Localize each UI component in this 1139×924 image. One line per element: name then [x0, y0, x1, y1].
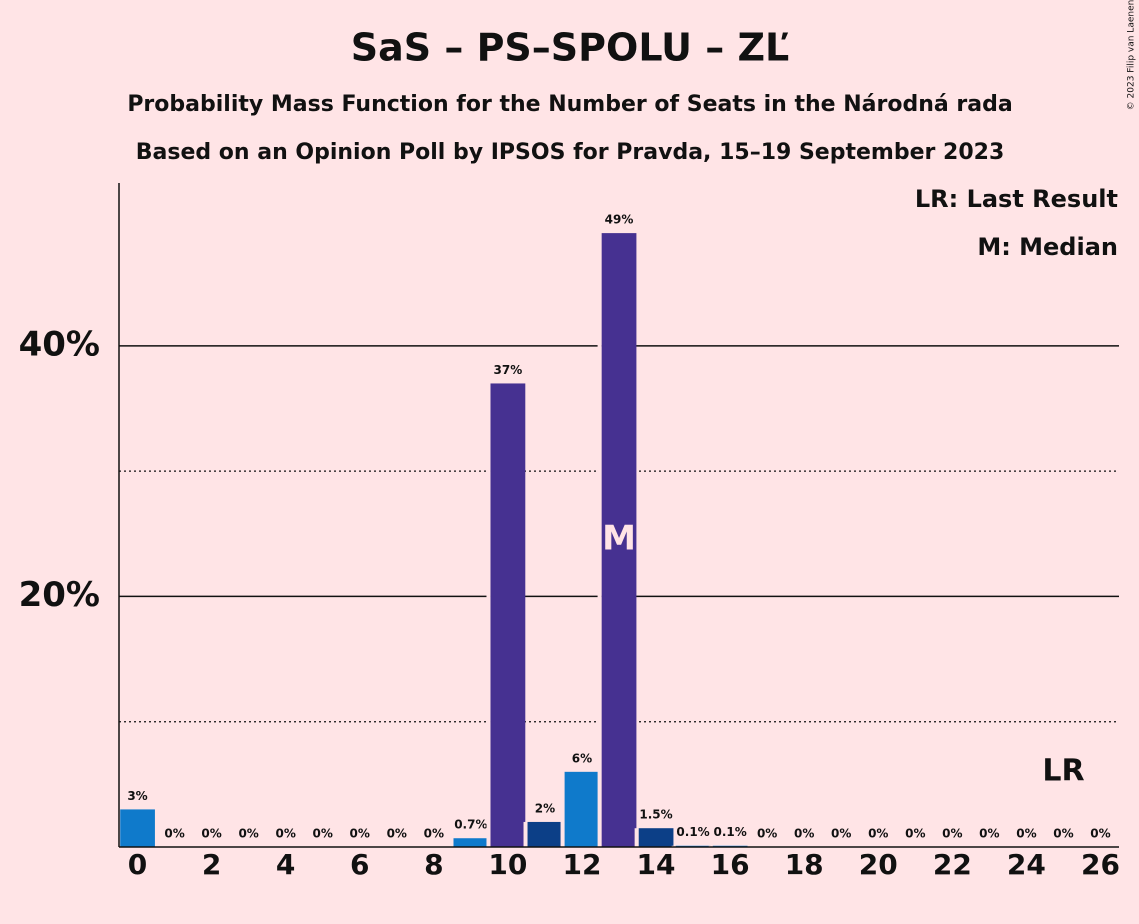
x-tick-label: 14: [637, 848, 676, 881]
y-tick-label: 20%: [19, 575, 100, 615]
data-label: 37%: [494, 363, 523, 377]
data-label: 0%: [868, 827, 888, 841]
data-label: 49%: [605, 213, 634, 227]
y-tick-label: 40%: [19, 324, 100, 364]
data-label: 0%: [1016, 827, 1036, 841]
data-label: 0%: [979, 827, 999, 841]
data-label: 0%: [794, 827, 814, 841]
x-tick-label: 2: [202, 848, 221, 881]
x-tick-label: 0: [128, 848, 147, 881]
x-tick-label: 4: [276, 848, 295, 881]
data-label: 3%: [127, 789, 147, 803]
bar: [490, 383, 526, 847]
x-tick-label: 22: [933, 848, 972, 881]
data-label: 0%: [424, 827, 444, 841]
data-label: 2%: [535, 801, 555, 815]
subtitle: Based on an Opinion Poll by IPSOS for Pr…: [136, 140, 1005, 165]
data-label: 0%: [1053, 827, 1073, 841]
data-label: 0.1%: [676, 825, 709, 839]
data-label: 6%: [572, 751, 592, 765]
median-marker: M: [602, 519, 636, 559]
data-label: 0%: [350, 827, 370, 841]
x-tick-label: 8: [424, 848, 443, 881]
bar: [453, 838, 489, 847]
data-label: 0%: [387, 827, 407, 841]
bar: [564, 771, 600, 847]
data-label: 0.7%: [454, 818, 487, 832]
bar: [120, 809, 155, 847]
data-label: 0%: [275, 827, 295, 841]
data-label: 0%: [831, 827, 851, 841]
bar: [638, 828, 674, 847]
legend-entry: M: Median: [977, 233, 1118, 261]
data-label: 0%: [1090, 827, 1110, 841]
data-label: 0%: [942, 827, 962, 841]
legend-entry: LR: Last Result: [915, 185, 1118, 213]
x-tick-label: 10: [488, 848, 527, 881]
bar: [527, 821, 563, 847]
copyright: © 2023 Filip van Laenen: [1127, 0, 1137, 110]
x-tick-label: 26: [1081, 848, 1120, 881]
bar: [601, 233, 637, 847]
last-result-marker: LR: [1042, 754, 1084, 789]
x-tick-label: 18: [785, 848, 824, 881]
x-tick-label: 16: [711, 848, 750, 881]
data-label: 0%: [238, 827, 258, 841]
x-tick-label: 20: [859, 848, 898, 881]
subtitle: Probability Mass Function for the Number…: [127, 92, 1012, 117]
data-label: 0.1%: [713, 825, 746, 839]
data-label: 0%: [313, 827, 333, 841]
data-label: 0%: [201, 827, 221, 841]
data-label: 0%: [905, 827, 925, 841]
chart-title: SaS – PS–SPOLU – ZĽ: [351, 26, 790, 70]
data-label: 1.5%: [639, 808, 672, 822]
data-label: 0%: [757, 827, 777, 841]
data-label: 0%: [164, 827, 184, 841]
x-tick-label: 24: [1007, 848, 1046, 881]
x-tick-label: 12: [562, 848, 601, 881]
x-tick-label: 6: [350, 848, 369, 881]
